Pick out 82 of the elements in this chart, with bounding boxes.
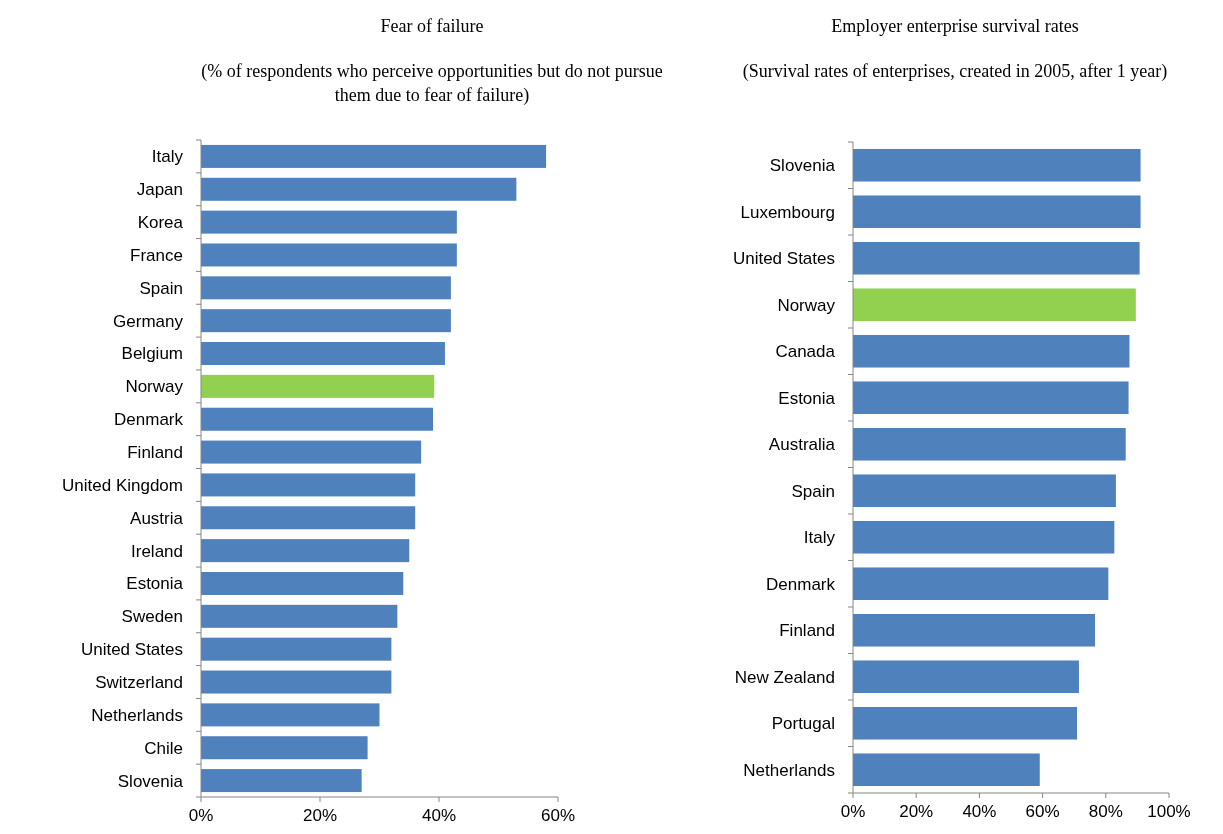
x-tick-label: 0% — [840, 802, 866, 821]
bar — [853, 567, 1109, 601]
y-tick-label: Finland — [779, 621, 835, 641]
x-tick-label: 80% — [1088, 802, 1123, 821]
bar — [201, 342, 445, 366]
y-tick-label: Chile — [144, 738, 183, 758]
y-tick-label: United States — [732, 249, 835, 269]
y-tick-label: Italy — [803, 528, 836, 548]
x-tick-label: 100% — [1147, 802, 1191, 821]
bar — [853, 706, 1078, 740]
bar — [853, 753, 1040, 787]
bar — [201, 440, 422, 464]
bar — [201, 670, 392, 694]
bar — [201, 736, 368, 760]
y-tick-label: Estonia — [126, 574, 184, 594]
y-tick-label: Germany — [113, 311, 184, 331]
bar — [853, 427, 1126, 461]
bar — [201, 144, 547, 168]
y-tick-label: Estonia — [778, 388, 836, 408]
x-tick-label: 20% — [899, 802, 934, 821]
bar — [201, 473, 416, 497]
bar — [201, 769, 362, 793]
chart-title: Employer enterprise survival rates — [831, 16, 1079, 36]
bar — [201, 506, 416, 530]
y-tick-label: Finland — [127, 443, 183, 463]
x-tick-label: 60% — [1025, 802, 1060, 821]
y-tick-label: Denmark — [114, 410, 184, 430]
y-tick-label: Canada — [775, 342, 836, 362]
bar — [201, 243, 457, 267]
y-tick-label: Slovenia — [117, 771, 184, 791]
bar — [853, 148, 1141, 182]
bar — [201, 309, 451, 333]
y-tick-label: Netherlands — [743, 760, 835, 780]
y-tick-label: Norway — [777, 295, 836, 315]
y-tick-label: Norway — [125, 377, 184, 397]
y-tick-label: Spain — [791, 481, 835, 501]
y-tick-label: Sweden — [121, 607, 183, 627]
bar — [853, 381, 1129, 415]
bar — [853, 241, 1140, 275]
y-tick-label: Switzerland — [95, 672, 183, 692]
y-tick-label: Slovenia — [769, 156, 836, 176]
x-tick-label: 40% — [421, 806, 457, 825]
bar — [201, 703, 380, 727]
bar — [201, 407, 434, 431]
chart-subtitle: (Survival rates of enterprises, created in 2005, after 1 year) — [742, 61, 1168, 82]
y-tick-label: Australia — [768, 435, 836, 455]
y-tick-label: France — [130, 245, 183, 265]
y-tick-label: Portugal — [771, 714, 835, 734]
bar — [201, 539, 410, 563]
bar — [201, 571, 404, 595]
x-tick-label: 40% — [962, 802, 997, 821]
y-tick-label: United Kingdom — [62, 475, 183, 495]
y-tick-label: Netherlands — [91, 705, 183, 725]
bar — [201, 276, 451, 300]
bar — [853, 474, 1116, 508]
y-tick-label: Ireland — [131, 541, 183, 561]
bar — [853, 520, 1115, 554]
y-tick-label: United States — [80, 640, 183, 660]
bar — [853, 660, 1079, 694]
y-tick-label: Austria — [130, 508, 184, 528]
bar — [201, 374, 435, 398]
bar — [853, 334, 1130, 368]
chart-title: Fear of failure — [380, 16, 484, 36]
y-tick-label: New Zealand — [734, 667, 835, 687]
y-tick-label: Japan — [136, 180, 183, 200]
bar — [201, 210, 457, 234]
bar — [853, 288, 1136, 322]
bar — [201, 177, 517, 201]
x-tick-label: 0% — [188, 806, 214, 825]
y-tick-label: Luxembourg — [740, 202, 835, 222]
y-tick-label: Korea — [137, 213, 184, 233]
y-tick-label: Spain — [139, 278, 183, 298]
bar — [201, 637, 392, 661]
y-tick-label: Belgium — [121, 344, 183, 364]
bar — [201, 604, 398, 628]
y-tick-label: Italy — [151, 147, 184, 167]
x-tick-label: 60% — [540, 806, 576, 825]
bar — [853, 195, 1141, 229]
x-tick-label: 20% — [302, 806, 338, 825]
y-tick-label: Denmark — [766, 574, 836, 594]
chart-subtitle: (% of respondents who perceive opportunities but do not pursue them due to fear of failure) — [201, 61, 663, 106]
bar — [853, 613, 1096, 647]
